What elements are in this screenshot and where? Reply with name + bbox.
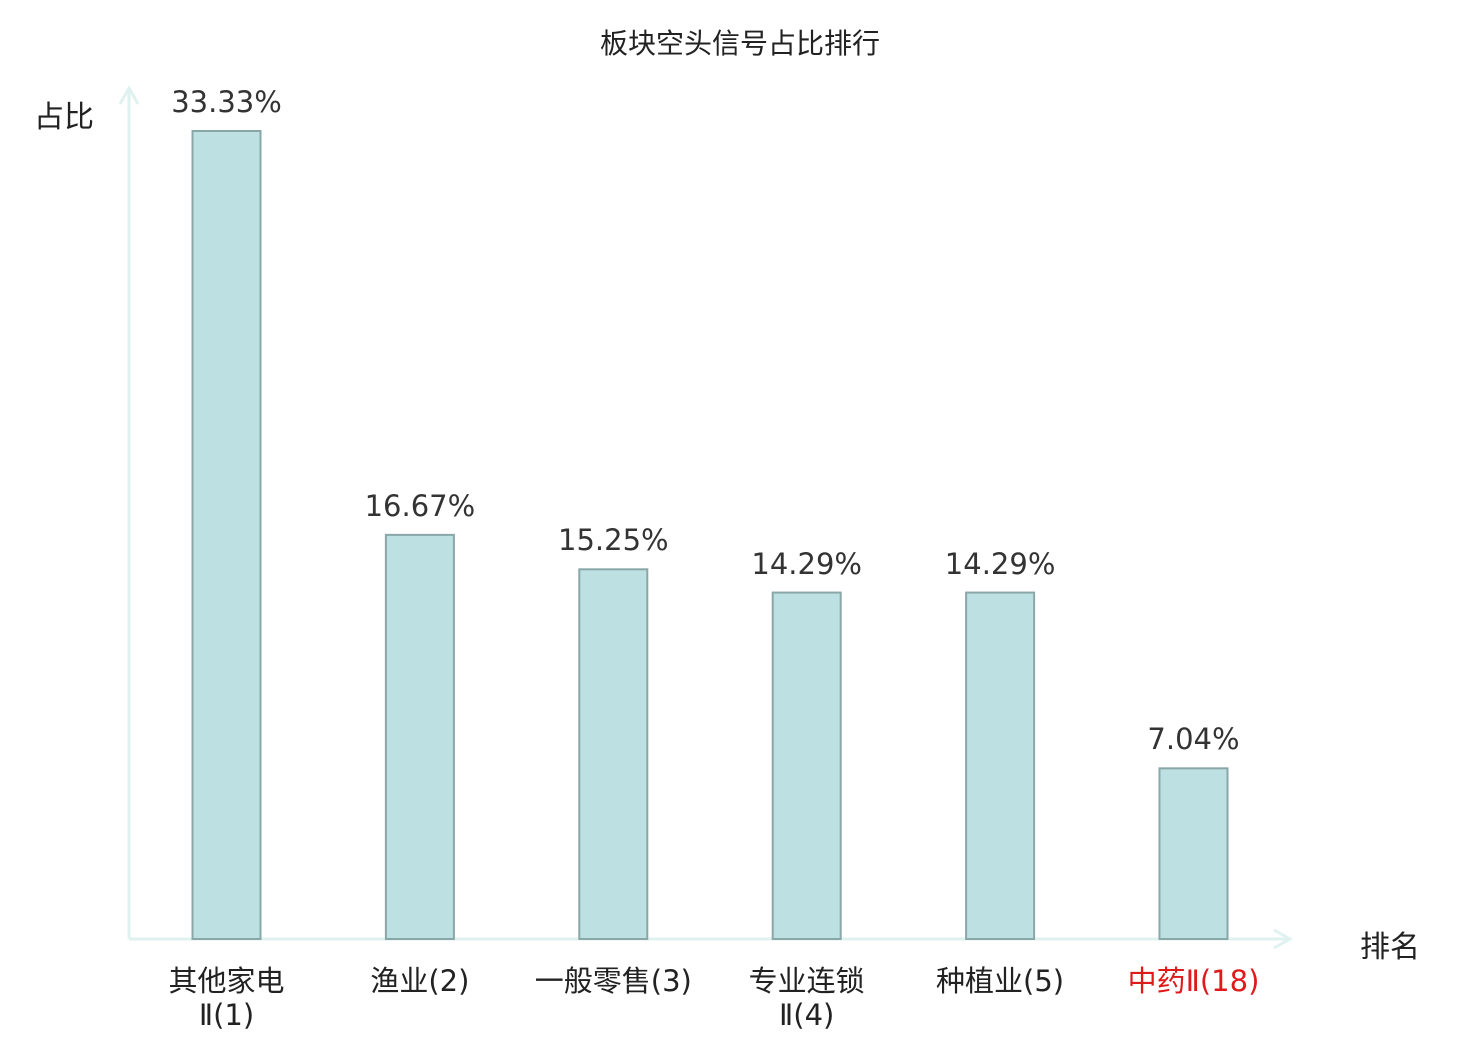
data-label: 14.29% bbox=[944, 546, 1056, 581]
data-label: 33.33% bbox=[171, 85, 282, 119]
x-tick-label: 专业连锁 Ⅱ(4) bbox=[748, 964, 865, 1032]
x-axis-arrow bbox=[1273, 928, 1294, 950]
bar bbox=[191, 130, 262, 940]
bar bbox=[1158, 767, 1229, 940]
x-tick-label: 一般零售(3) bbox=[534, 964, 692, 998]
data-label: 14.29% bbox=[751, 546, 862, 581]
bar bbox=[578, 568, 649, 940]
x-tick-label: 种植业(5) bbox=[936, 964, 1065, 998]
x-axis-label: 排名 bbox=[1360, 930, 1420, 965]
y-axis-label: 占比 bbox=[34, 100, 94, 135]
x-tick-label: 其他家电 Ⅱ(1) bbox=[168, 964, 285, 1032]
data-label: 16.67% bbox=[364, 488, 476, 523]
data-label: 7.04% bbox=[1147, 722, 1240, 757]
bar bbox=[384, 533, 455, 940]
data-label: 15.25% bbox=[558, 523, 669, 558]
y-axis-arrow bbox=[118, 84, 140, 105]
bar bbox=[965, 591, 1036, 940]
chart-title: 板块空头信号占比排行 bbox=[599, 27, 880, 60]
x-tick-label: 渔业(2) bbox=[370, 964, 470, 998]
x-tick-label: 中药Ⅱ(18) bbox=[1127, 964, 1260, 998]
bar bbox=[771, 591, 842, 940]
